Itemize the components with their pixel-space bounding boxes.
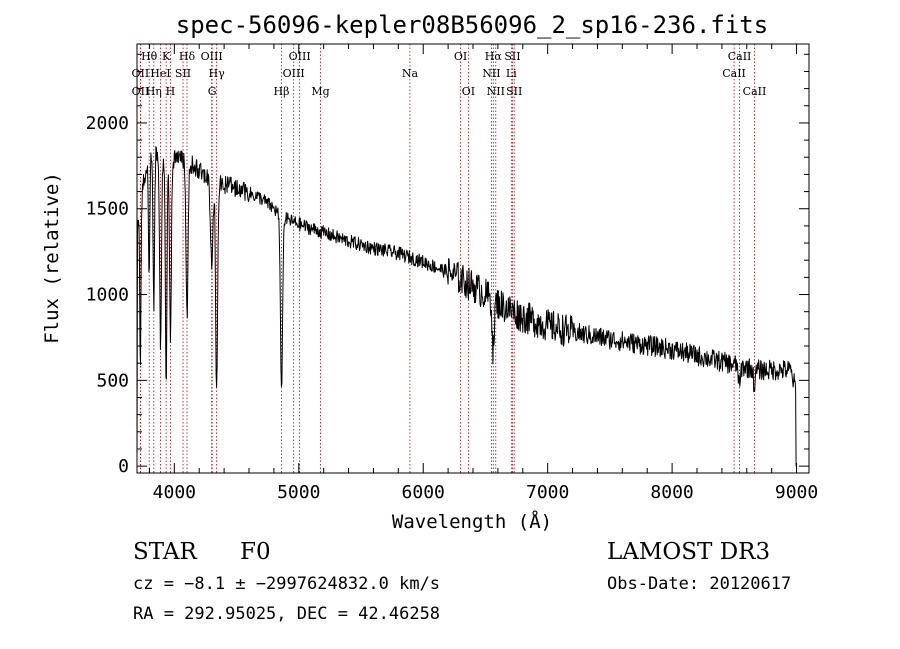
line-label-1: Hθ: [141, 50, 158, 63]
chart-title: spec-56096-kepler08B56096_2_sp16-236.fit…: [176, 11, 768, 39]
spectrum-chart: spec-56096-kepler08B56096_2_sp16-236.fit…: [41, 11, 818, 533]
line-label-23: Li: [506, 67, 517, 80]
x-tick-label-4: 8000: [650, 482, 693, 503]
line-label-16: Na: [402, 67, 419, 80]
sky-coordinates: RA = 292.95025, DEC = 42.46258: [133, 604, 441, 624]
line-label-14: OIII: [283, 67, 305, 80]
line-label-27: CaII: [743, 85, 767, 98]
line-label-3: Hη: [146, 85, 162, 98]
x-tick-label-3: 7000: [526, 482, 569, 503]
line-label-7: H: [166, 85, 176, 98]
axis-ticks: 4000 5000 6000 7000 8000 9000 0 500 1000 1500 2000: [86, 44, 818, 503]
object-type: STAR: [133, 539, 197, 565]
line-label-17: OI: [454, 50, 467, 63]
y-tick-label-4: 2000: [86, 113, 129, 134]
line-label-4: HeI: [150, 67, 170, 80]
line-label-21: NII: [487, 85, 505, 98]
x-tick-label-2: 6000: [402, 482, 445, 503]
x-axis-label: Wavelength (Å): [392, 510, 552, 533]
line-label-6: SII: [175, 67, 191, 80]
line-label-15: Mg: [311, 85, 329, 98]
survey-name: LAMOST DR3: [607, 539, 771, 565]
x-tick-label-0: 4000: [153, 482, 196, 503]
line-label-18: OI: [462, 85, 475, 98]
x-tick-label-1: 5000: [277, 482, 320, 503]
line-label-8: Hδ: [179, 50, 196, 63]
line-label-0: OII: [132, 67, 150, 80]
y-tick-label-2: 1000: [86, 285, 129, 306]
line-label-10: Hγ: [209, 67, 226, 80]
plot-frame: [136, 43, 810, 474]
spectrum-series: [136, 146, 797, 467]
line-label-26: CaII: [722, 67, 746, 80]
spectral-subclass: F0: [240, 539, 271, 565]
observation-date: Obs-Date: 20120617: [607, 574, 792, 594]
y-axis-label: Flux (relative): [41, 172, 63, 344]
line-label-2: OII: [132, 85, 150, 98]
line-label-9: OIII: [201, 50, 223, 63]
y-tick-label-3: 1500: [86, 199, 129, 220]
x-tick-label-5: 9000: [775, 482, 818, 503]
flux-line: [136, 146, 797, 467]
line-label-12: Hβ: [274, 85, 290, 98]
line-label-20: NII: [482, 67, 500, 80]
y-tick-label-0: 0: [118, 456, 129, 477]
redshift-readout: cz = −8.1 ± −2997624832.0 km/s: [133, 574, 441, 594]
y-tick-label-1: 500: [96, 370, 129, 391]
line-label-22: SII: [504, 50, 520, 63]
line-label-5: K: [162, 50, 171, 63]
line-label-24: SII: [506, 85, 522, 98]
spectral-line-markers: [139, 44, 755, 473]
line-label-25: CaII: [728, 50, 752, 63]
line-label-11: G: [208, 85, 217, 98]
line-label-13: OIII: [289, 50, 311, 63]
line-label-19: Hα: [485, 50, 503, 63]
